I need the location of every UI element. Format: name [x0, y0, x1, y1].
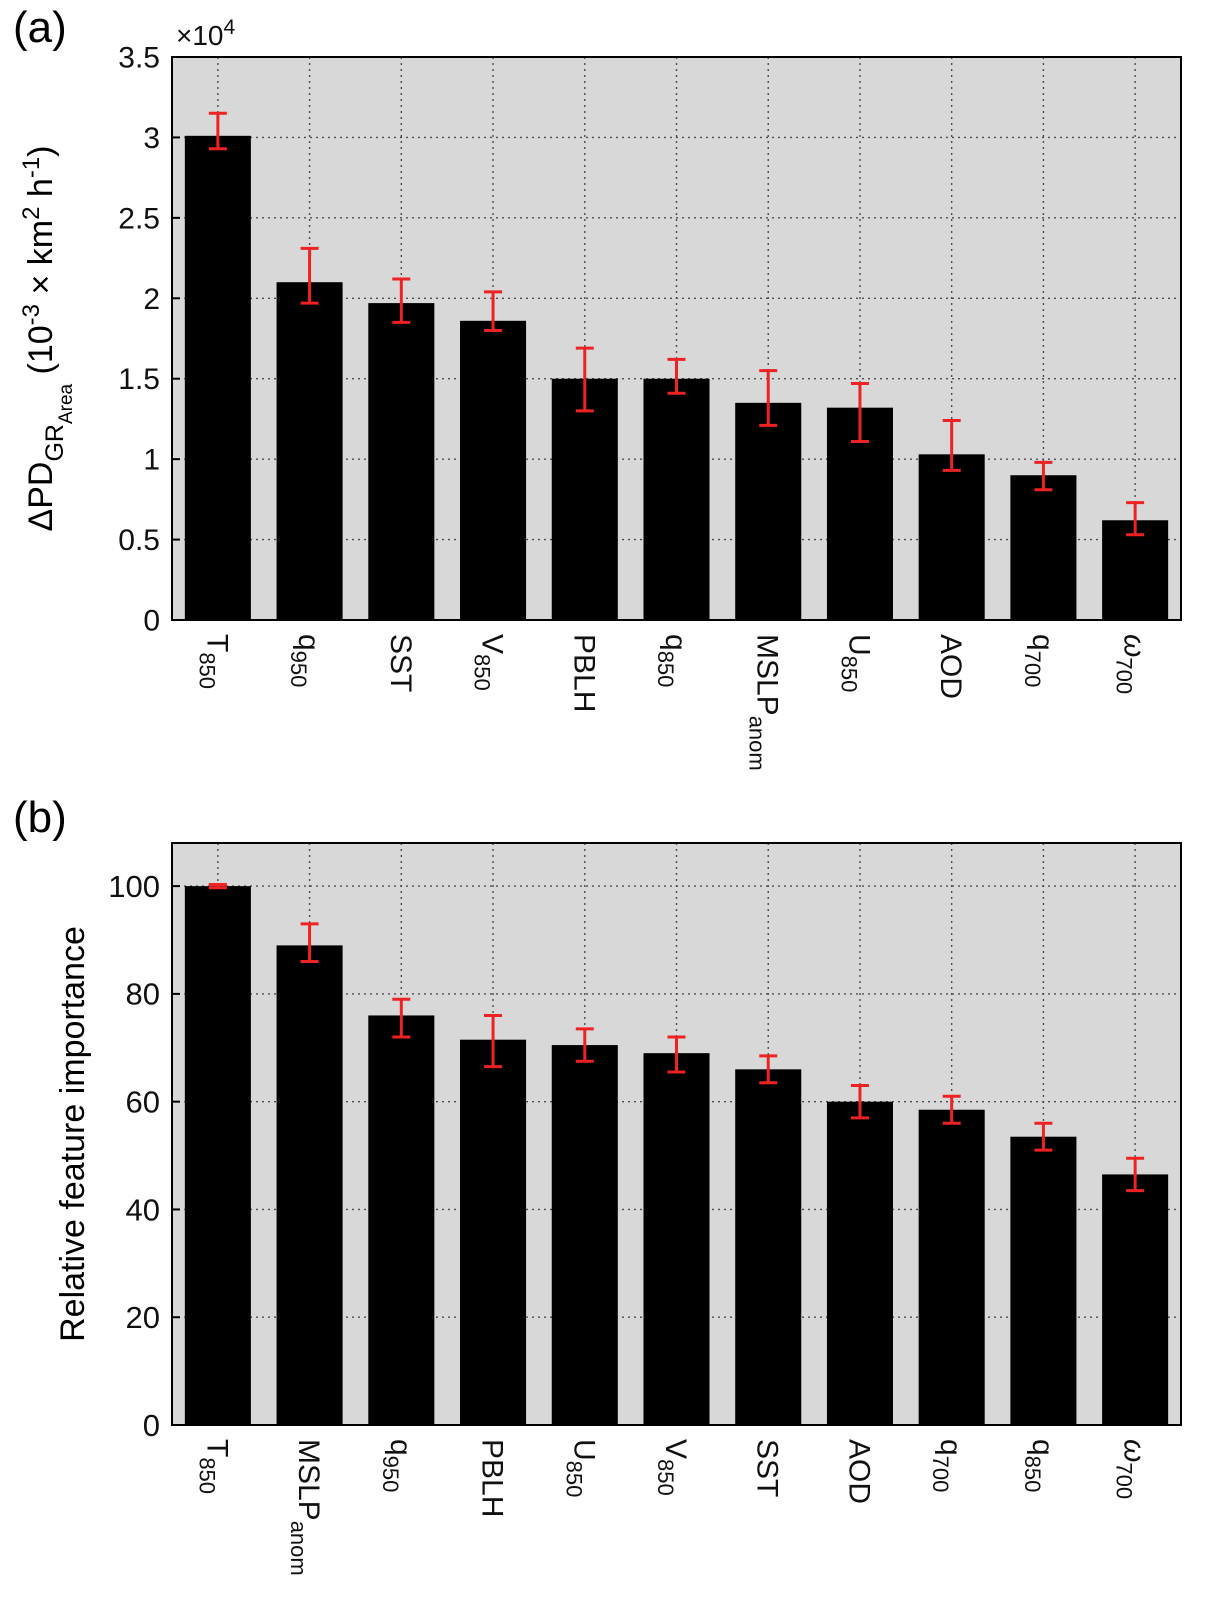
x-tick-label: AOD	[842, 1439, 875, 1504]
y-tick-label: 3.5	[118, 42, 160, 75]
y-tick-label: 3	[143, 122, 160, 155]
y-axis-offset: ×104	[176, 16, 236, 51]
y-tick-label: 60	[126, 1085, 160, 1120]
panel-b-label: (b)	[13, 793, 67, 842]
x-tick-label: T850	[194, 634, 233, 689]
bar-AOD	[918, 454, 985, 620]
x-tick-label: U850	[561, 1439, 600, 1497]
x-tick-label: ω700	[1112, 1439, 1151, 1499]
x-tick-labels: T850 MSLPanom q950 PBLH U850 V850 SST AOD q700 q8…	[194, 1439, 1150, 1576]
bar-U_850	[551, 1045, 618, 1425]
y-tick-label: 2.5	[118, 202, 160, 235]
error-bars	[208, 111, 1145, 537]
y-tick-label: 1	[143, 444, 160, 477]
y-tick-label: 0	[143, 1408, 160, 1443]
x-tick-label: MSLPanom	[286, 1439, 325, 1576]
panel-a-chart: 0 0.5 1 1.5 2 2.5 3 3.5 T850 q950 SST V850 PBLH q850 M…	[18, 16, 1182, 771]
panel-b: (b) 0 20 40 60 80 100 T850 MSLPanom q950 PBLH U850…	[0, 790, 1229, 1605]
x-tick-label: q850	[653, 634, 692, 687]
bar-T_850	[184, 135, 251, 620]
bar-MSLP_anom	[276, 945, 343, 1425]
x-tick-label: q950	[378, 1439, 417, 1492]
bar-V_850	[643, 1053, 710, 1425]
bar-q_850	[643, 378, 710, 620]
bar-ω_700	[1102, 520, 1169, 620]
x-tick-label: U850	[836, 634, 875, 692]
y-tick-label: 0.5	[118, 524, 160, 557]
x-tick-label: q700	[1020, 634, 1059, 687]
bar-MSLP_anom	[735, 402, 802, 620]
y-tick-label: 2	[143, 283, 160, 316]
y-tick-labels: 0 20 40 60 80 100	[108, 869, 160, 1443]
axis-box	[171, 56, 1182, 621]
bar-AOD	[826, 1101, 893, 1425]
y-tick-labels: 0 0.5 1 1.5 2 2.5 3 3.5	[118, 42, 160, 638]
bar-PBLH	[551, 378, 618, 620]
bar-q_850	[1010, 1136, 1077, 1425]
x-tick-label: AOD	[934, 634, 967, 699]
bar-q_950	[276, 282, 343, 620]
error-bars	[208, 882, 1145, 1193]
x-tick-label: q850	[1020, 1439, 1059, 1492]
bar-q_700	[918, 1109, 985, 1425]
panel-a: (a) 0 0.5 1 1.5 2 2.5 3 3.5 T850 q950 SST V850 PBLH q…	[0, 0, 1229, 790]
bars	[184, 886, 1169, 1425]
x-tick-label: MSLPanom	[745, 634, 784, 771]
bar-q_700	[1010, 475, 1077, 620]
x-tick-label: V850	[653, 1439, 692, 1496]
bar-SST	[735, 1069, 802, 1425]
bar-V_850	[460, 320, 527, 620]
bars	[184, 135, 1169, 620]
bar-ω_700	[1102, 1174, 1169, 1425]
x-tick-label: SST	[384, 634, 417, 692]
x-tick-label: SST	[751, 1439, 784, 1497]
x-tick-label: V850	[470, 634, 509, 691]
x-tick-label: q950	[286, 634, 325, 687]
bar-q_950	[368, 1015, 435, 1425]
x-tick-label: T850	[194, 1439, 233, 1494]
x-tick-label: PBLH	[567, 634, 600, 712]
x-tick-label: q700	[928, 1439, 967, 1492]
panel-b-chart: 0 20 40 60 80 100 T850 MSLPanom q950 PBLH U850 V850…	[54, 842, 1182, 1576]
y-tick-label: 0	[143, 605, 160, 638]
y-axis-label: Relative feature importance	[54, 926, 92, 1342]
bar-PBLH	[460, 1039, 527, 1425]
y-axis-label: ΔPDGRArea (10-3 × km2 h-1)	[18, 146, 77, 532]
x-tick-labels: T850 q950 SST V850 PBLH q850 MSLPanom U850 AOD q7…	[194, 634, 1150, 771]
x-tick-label: PBLH	[476, 1439, 509, 1517]
y-tick-label: 40	[126, 1192, 160, 1227]
y-tick-label: 80	[126, 977, 160, 1012]
axis-box	[171, 842, 1182, 1426]
y-tick-label: 100	[108, 869, 160, 904]
y-tick-label: 1.5	[118, 363, 160, 396]
x-tick-label: ω700	[1112, 634, 1151, 694]
bar-T_850	[184, 886, 251, 1425]
y-tick-label: 20	[126, 1300, 160, 1335]
panel-a-label: (a)	[13, 3, 67, 52]
bar-U_850	[826, 407, 893, 620]
bar-SST	[368, 303, 435, 620]
